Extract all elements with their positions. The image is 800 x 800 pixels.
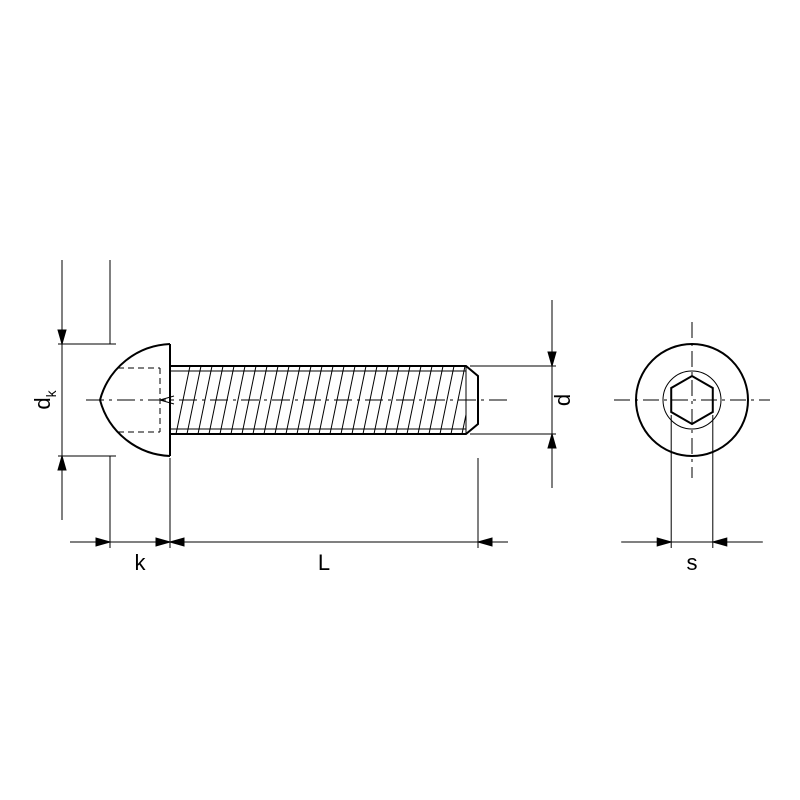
label-s: s <box>687 550 698 575</box>
label-k: k <box>135 550 147 575</box>
label-dk: dk <box>30 389 59 409</box>
label-L: L <box>318 550 330 575</box>
label-d: d <box>550 394 575 406</box>
technical-drawing: dk k Ld s <box>0 0 800 800</box>
svg-text:d: d <box>550 394 575 406</box>
svg-text:dk: dk <box>30 389 59 409</box>
